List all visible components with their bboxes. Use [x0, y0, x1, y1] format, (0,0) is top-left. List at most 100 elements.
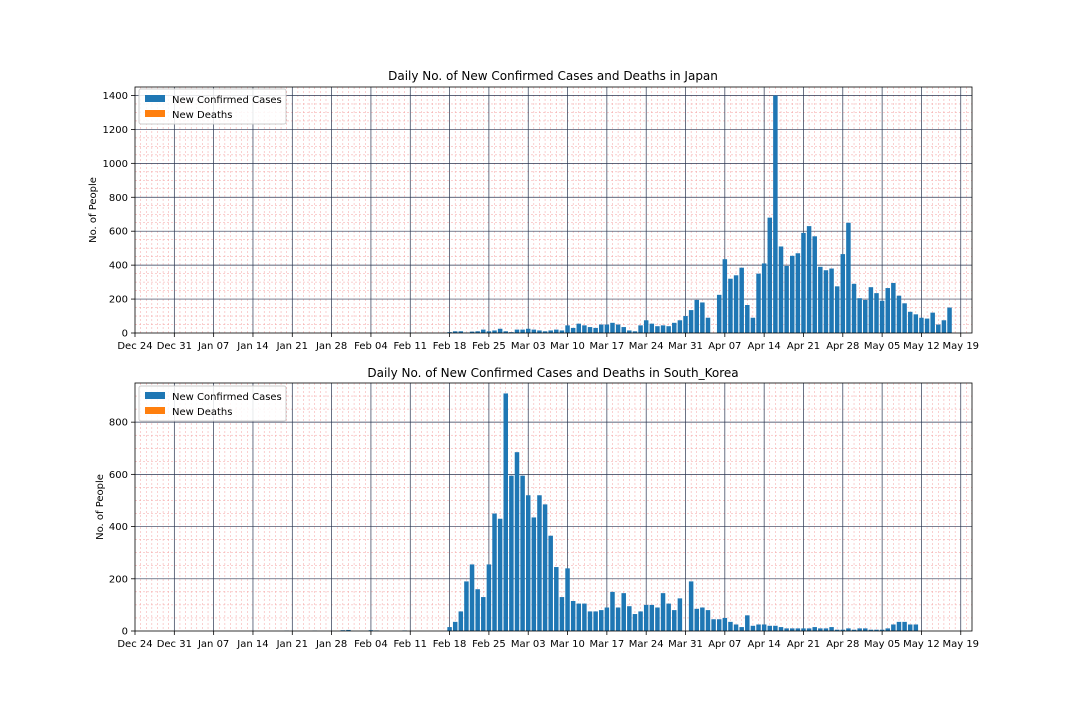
x-tick-label: Feb 04: [354, 341, 388, 352]
legend-box: [138, 385, 287, 422]
bar-new-cases: [913, 314, 919, 333]
bar-new-cases: [548, 330, 553, 333]
x-tick-label: May 05: [864, 341, 901, 352]
bar-new-cases: [582, 325, 587, 333]
bar-new-cases: [801, 232, 806, 333]
bar-new-cases: [745, 615, 750, 631]
bar-new-cases: [711, 619, 716, 631]
bar-new-cases: [559, 330, 565, 333]
plot-area: Dec 24 Dec 31 Jan 07 Jan 14 Jan 21 Jan 28 Feb …: [109, 382, 979, 650]
bar-new-cases: [531, 517, 537, 631]
bar-new-cases: [497, 518, 503, 631]
bar-new-cases: [773, 625, 778, 631]
bar-new-cases: [452, 331, 458, 333]
y-tick-label: 600: [109, 470, 128, 481]
bar-new-cases: [481, 597, 486, 631]
bar-new-cases: [716, 619, 722, 631]
bar-new-cases: [458, 611, 464, 631]
x-tick-label: Apr 21: [787, 341, 820, 352]
bar-new-cases: [767, 625, 773, 631]
bar-new-cases: [773, 95, 778, 333]
x-tick-label: Apr 21: [787, 639, 820, 650]
bar-new-cases: [604, 607, 610, 631]
bar-new-cases: [492, 330, 497, 333]
x-tick-label: May 19: [942, 639, 979, 650]
bar-new-cases: [447, 332, 452, 333]
bar-new-cases: [733, 275, 739, 333]
bar-new-cases: [784, 265, 789, 333]
bar-new-cases: [447, 627, 452, 631]
bar-new-cases: [812, 627, 817, 631]
bar-new-cases: [486, 331, 492, 333]
bar-new-cases: [913, 624, 919, 631]
bar-new-cases: [672, 322, 677, 333]
bar-new-cases: [778, 627, 784, 631]
x-tick-label: Feb 04: [354, 639, 388, 650]
y-tick-label: 200: [109, 295, 128, 306]
bar-new-cases: [750, 625, 756, 631]
bar-new-cases: [655, 607, 660, 631]
bar-new-cases: [733, 624, 739, 631]
y-tick-label: 1200: [103, 125, 128, 136]
bar-new-cases: [818, 266, 823, 333]
bar-new-cases: [700, 607, 705, 631]
bar-new-cases: [834, 286, 840, 333]
x-tick-label: Mar 31: [668, 639, 703, 650]
bar-new-cases: [924, 318, 930, 333]
legend-swatch-deaths: [145, 110, 165, 117]
bar-new-cases: [784, 628, 789, 631]
bar-new-cases: [346, 629, 351, 631]
x-tick-label: Dec 31: [157, 341, 192, 352]
x-tick-label: Mar 03: [511, 341, 546, 352]
bar-new-cases: [879, 300, 885, 333]
y-axis-label: No. of People: [95, 474, 106, 540]
bar-new-cases: [688, 310, 694, 333]
x-tick-label: Apr 07: [708, 639, 741, 650]
bar-new-cases: [492, 513, 497, 631]
x-tick-label: Dec 24: [117, 341, 152, 352]
bar-new-cases: [829, 268, 834, 333]
bar-new-cases: [874, 629, 879, 631]
bar-new-cases: [885, 628, 890, 631]
x-tick-label: Apr 28: [826, 341, 859, 352]
x-tick-label: Apr 07: [708, 341, 741, 352]
bar-new-cases: [627, 330, 632, 333]
bar-new-cases: [812, 236, 817, 333]
bar-new-cases: [570, 327, 576, 333]
x-tick-label: Mar 24: [629, 341, 664, 352]
chart-south-korea: Daily No. of New Confirmed Cases and Dea…: [95, 366, 979, 650]
bar-new-cases: [795, 253, 801, 333]
bar-new-cases: [542, 331, 548, 333]
bar-new-cases: [868, 287, 874, 333]
legend-label-cases: New Confirmed Cases: [172, 95, 282, 106]
bar-new-cases: [554, 329, 559, 333]
bar-new-cases: [930, 312, 935, 333]
bar-new-cases: [750, 317, 756, 333]
bar-new-cases: [947, 307, 952, 333]
bar-new-cases: [632, 614, 638, 631]
bar-new-cases: [789, 628, 795, 631]
bar-new-cases: [840, 629, 846, 631]
bar-new-cases: [604, 324, 610, 333]
x-tick-label: Apr 14: [748, 639, 781, 650]
bar-new-cases: [677, 598, 683, 631]
x-tick-label: Mar 10: [550, 341, 585, 352]
bar-new-cases: [728, 278, 733, 333]
x-tick-label: Jan 28: [315, 341, 347, 352]
x-tick-label: Mar 17: [589, 639, 624, 650]
bar-new-cases: [868, 629, 874, 631]
bar-new-cases: [666, 326, 671, 333]
bar-new-cases: [851, 629, 857, 631]
bar-new-cases: [655, 326, 660, 333]
y-tick-label: 800: [109, 193, 128, 204]
bar-new-cases: [587, 611, 593, 631]
bar-new-cases: [885, 288, 890, 333]
x-tick-label: Feb 18: [433, 341, 467, 352]
bar-new-cases: [497, 328, 503, 333]
bar-new-cases: [739, 267, 744, 333]
bar-new-cases: [587, 327, 593, 333]
bar-new-cases: [728, 621, 733, 631]
bar-new-cases: [610, 591, 615, 631]
bar-new-cases: [688, 581, 694, 631]
